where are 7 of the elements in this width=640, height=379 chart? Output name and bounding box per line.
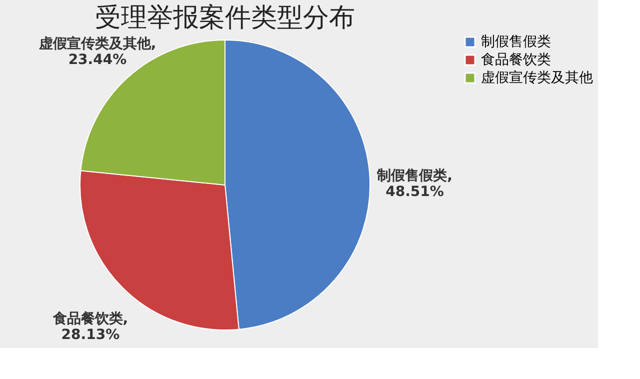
data-label: 食品餐饮类, 28.13% bbox=[52, 311, 128, 344]
legend-label: 制假售假类 bbox=[481, 34, 551, 50]
data-label: 制假售假类, 48.51% bbox=[376, 168, 452, 200]
legend-label: 虚假宣传类及其他 bbox=[481, 70, 593, 86]
data-label: 虚假宣传类及其他, 23.44% bbox=[38, 35, 156, 68]
legend-label: 食品餐饮类 bbox=[481, 52, 551, 68]
chart-title: 受理举报案件类型分布 bbox=[95, 3, 355, 33]
